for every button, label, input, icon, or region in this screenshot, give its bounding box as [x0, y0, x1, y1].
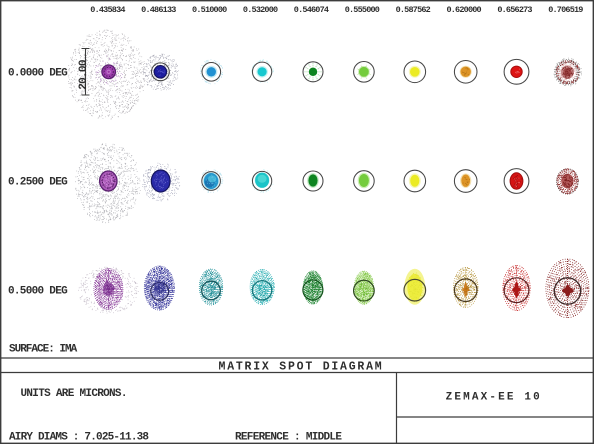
svg-text:0.2500 DEG: 0.2500 DEG	[8, 177, 68, 189]
svg-text:0.5000 DEG: 0.5000 DEG	[8, 286, 68, 298]
svg-text:0.0000 DEG: 0.0000 DEG	[8, 68, 68, 80]
svg-text:0.486133: 0.486133	[141, 5, 176, 15]
svg-text:0.510000: 0.510000	[192, 5, 227, 15]
svg-text:0.620000: 0.620000	[446, 5, 481, 15]
svg-text:0.435834: 0.435834	[90, 5, 125, 15]
svg-text:20.00: 20.00	[78, 60, 90, 90]
svg-text:ZEMAX-EE 10: ZEMAX-EE 10	[446, 391, 542, 403]
svg-text:SURFACE: IMA: SURFACE: IMA	[9, 344, 78, 356]
svg-text:0.587562: 0.587562	[396, 5, 431, 15]
svg-text:0.546074: 0.546074	[294, 5, 329, 15]
svg-text:UNITS ARE MICRONS.: UNITS ARE MICRONS.	[21, 388, 127, 400]
svg-text:0.555000: 0.555000	[345, 5, 380, 15]
svg-text:AIRY DIAMS : 7.025-11.38: AIRY DIAMS : 7.025-11.38	[9, 431, 149, 443]
svg-text:0.532000: 0.532000	[243, 5, 278, 15]
svg-text:MATRIX SPOT DIAGRAM: MATRIX SPOT DIAGRAM	[219, 360, 384, 373]
svg-text:0.706519: 0.706519	[548, 5, 583, 15]
svg-text:0.656273: 0.656273	[497, 5, 532, 15]
svg-text:REFERENCE : MIDDLE: REFERENCE : MIDDLE	[235, 431, 342, 443]
